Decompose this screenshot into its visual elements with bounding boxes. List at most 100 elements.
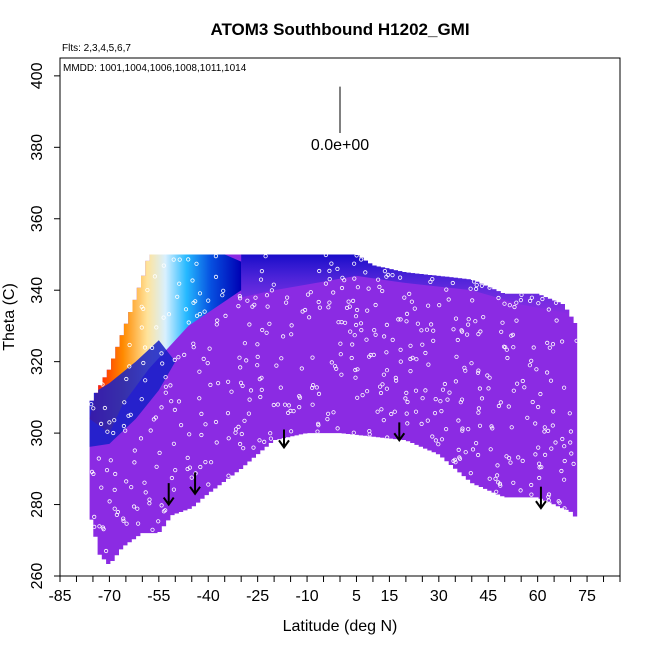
- trend-arrows: [162, 422, 547, 510]
- observation-point: [559, 339, 565, 344]
- observation-point: [258, 277, 264, 282]
- observation-point: [518, 297, 524, 303]
- observation-point: [264, 330, 269, 335]
- observation-point: [323, 254, 328, 258]
- observation-point: [465, 322, 471, 327]
- observation-point: [123, 428, 128, 433]
- observation-point: [377, 284, 382, 289]
- observation-point: [359, 327, 364, 333]
- observation-point: [177, 281, 182, 286]
- observation-point: [213, 274, 219, 279]
- observation-point: [553, 300, 559, 305]
- observation-point: [142, 480, 147, 485]
- arrow-head: [189, 486, 201, 496]
- observation-point: [142, 345, 148, 350]
- observation-point: [206, 482, 211, 487]
- observation-point: [282, 402, 288, 407]
- observation-point: [359, 257, 364, 262]
- observation-point: [197, 291, 203, 296]
- observation-point: [213, 254, 218, 259]
- observation-point: [379, 407, 384, 412]
- observation-point: [342, 278, 347, 283]
- observation-point: [129, 484, 134, 490]
- scale-label: 0.0e+00: [311, 137, 369, 154]
- observation-point: [473, 286, 479, 292]
- x-tick-label: 5: [352, 588, 361, 605]
- observation-point: [351, 430, 356, 435]
- observation-point: [536, 461, 542, 466]
- observation-point: [339, 285, 345, 291]
- observation-point: [407, 291, 412, 296]
- observation-point: [216, 380, 221, 386]
- observation-point: [364, 337, 369, 342]
- observation-point: [171, 257, 176, 262]
- observation-point: [269, 288, 274, 293]
- observation-point: [419, 328, 424, 333]
- observation-point: [176, 355, 181, 360]
- observation-point: [415, 321, 420, 326]
- observation-point: [329, 261, 334, 266]
- observation-point: [486, 386, 491, 391]
- observation-point: [191, 300, 196, 305]
- observation-point: [425, 418, 430, 423]
- observation-point: [494, 489, 499, 494]
- observation-point: [172, 357, 177, 362]
- observation-point: [171, 441, 176, 446]
- observation-point: [238, 380, 244, 385]
- observation-point: [410, 355, 415, 360]
- observation-point: [306, 315, 312, 320]
- observation-point: [547, 345, 552, 350]
- observation-point: [253, 295, 258, 300]
- observation-point: [302, 307, 308, 313]
- arrow-head: [278, 439, 290, 450]
- observation-point: [420, 342, 425, 347]
- observation-point: [479, 396, 485, 401]
- observation-point: [398, 347, 403, 352]
- observation-point: [169, 475, 174, 481]
- observation-point: [423, 350, 428, 356]
- observation-point: [221, 288, 226, 293]
- observation-point: [529, 482, 534, 488]
- observation-point: [278, 385, 283, 390]
- observation-point: [113, 471, 118, 477]
- observation-point: [288, 429, 294, 434]
- observation-point: [327, 276, 332, 282]
- observation-point: [481, 314, 486, 320]
- observation-point: [308, 290, 313, 295]
- x-tick-label: -70: [98, 588, 121, 605]
- observation-point: [143, 378, 148, 383]
- observation-point: [529, 358, 534, 363]
- observation-point: [161, 263, 166, 268]
- observation-point: [545, 340, 550, 345]
- observation-point: [444, 287, 449, 292]
- observation-point: [367, 428, 372, 434]
- observation-point: [353, 314, 359, 319]
- observation-point: [263, 254, 268, 259]
- observation-point: [478, 329, 483, 334]
- observation-point: [349, 355, 354, 361]
- observation-point: [509, 425, 514, 430]
- observation-point: [375, 409, 380, 414]
- observation-point: [339, 372, 344, 377]
- observation-point: [451, 327, 456, 332]
- observation-point: [226, 379, 231, 384]
- observation-point: [101, 526, 106, 532]
- dates-label: MMDD: 1001,1004,1006,1008,1011,1014: [63, 63, 247, 74]
- observation-point: [126, 413, 131, 418]
- observation-point: [173, 467, 178, 473]
- observation-point: [297, 404, 302, 410]
- observation-point: [533, 452, 538, 457]
- observation-point: [242, 418, 247, 423]
- observation-point: [539, 464, 544, 470]
- observation-point: [237, 355, 242, 360]
- observation-point: [527, 298, 533, 303]
- observation-point: [530, 399, 535, 405]
- observation-point: [381, 417, 386, 423]
- observation-point: [171, 487, 176, 492]
- observation-point: [445, 397, 450, 402]
- observation-point: [381, 372, 386, 377]
- observation-point: [534, 367, 539, 372]
- observation-point: [151, 417, 156, 422]
- observation-point: [561, 477, 567, 482]
- observation-point: [574, 338, 578, 343]
